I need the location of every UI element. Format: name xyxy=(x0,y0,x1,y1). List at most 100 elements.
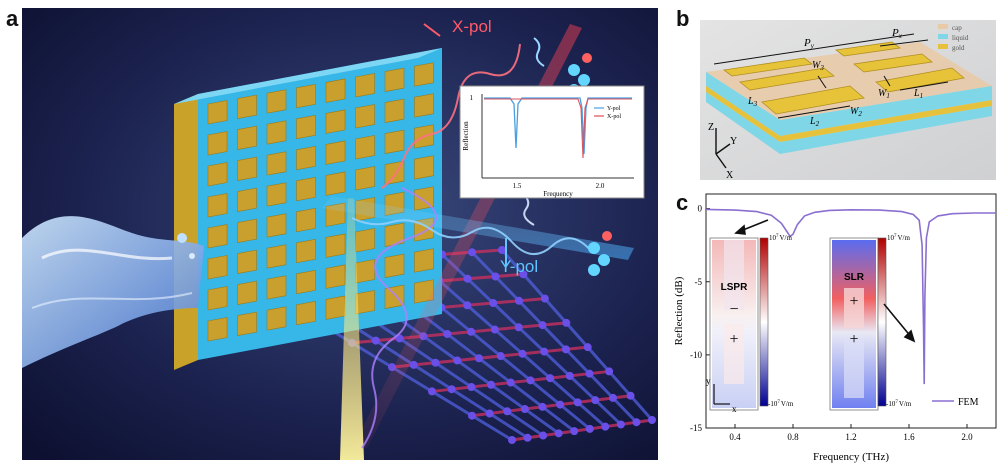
gold-patch xyxy=(414,93,434,118)
lattice-node xyxy=(608,393,617,402)
inset-axis-y: y xyxy=(706,376,711,386)
inset-ypol-curve xyxy=(484,97,632,155)
inset-legend-xpol: X-pol xyxy=(607,114,621,120)
lattice-node xyxy=(519,270,528,279)
gold-patch xyxy=(207,255,228,280)
lspr-colorbar-min: -107V/m xyxy=(768,400,794,408)
dna-icon xyxy=(533,37,545,67)
y-tick-label: -10 xyxy=(690,350,702,360)
gold-patch xyxy=(266,306,287,331)
lattice-node xyxy=(539,431,548,440)
incident-beam xyxy=(340,198,364,460)
gold-patch xyxy=(237,249,257,274)
axis-x-label: X xyxy=(726,170,734,180)
slr-field-inset: SLR + + 107V/m -107V/m xyxy=(829,234,912,411)
lattice-node xyxy=(496,352,505,361)
slr-label: SLR xyxy=(844,272,865,283)
molecule-icon-2 xyxy=(588,231,612,276)
gold-patch xyxy=(266,213,287,238)
panel-a-illustration: X-pol Y-pol 1 1.5 2.0 Frequency Reflecti… xyxy=(22,8,658,460)
lattice-node xyxy=(648,416,656,424)
lattice-node xyxy=(503,407,512,416)
gold-patch xyxy=(384,67,405,92)
gold-patch xyxy=(325,78,346,103)
lattice-node xyxy=(585,424,594,433)
lattice-node xyxy=(605,367,614,376)
lattice-node xyxy=(562,318,571,327)
lattice-node xyxy=(523,433,532,442)
gold-patch xyxy=(237,187,257,212)
slr-colorbar xyxy=(877,237,887,407)
lattice-node xyxy=(467,327,476,336)
lattice-node xyxy=(468,411,476,420)
lspr-colorbar-max: 107V/m xyxy=(769,234,793,242)
lattice-node xyxy=(538,402,547,411)
dim-w1: W1 xyxy=(878,88,890,100)
lattice-node xyxy=(514,323,523,332)
lattice-node xyxy=(409,360,418,369)
panel-b-unit-cell: Py Px W3 W1 W2 L1 L2 L3 cap liquid gold … xyxy=(700,20,996,181)
panel-label-c: c xyxy=(676,190,689,215)
annotation-arrows xyxy=(734,219,916,343)
x-tick-label: 1.2 xyxy=(845,432,856,442)
lattice-node xyxy=(585,369,594,378)
inset-xpol-curve xyxy=(484,98,632,159)
reflection-spectrum-inset: 1 1.5 2.0 Frequency Reflection Y-pol X-p… xyxy=(459,85,645,199)
inset-legend-ypol: Y-pol xyxy=(607,106,621,112)
inset-xtick-2: 2.0 xyxy=(596,182,605,190)
lattice-node xyxy=(443,329,452,338)
lattice-node xyxy=(463,301,472,310)
gold-patch xyxy=(237,280,257,305)
lattice-node xyxy=(616,420,625,429)
axis-y-label: Y xyxy=(730,136,737,147)
liquid-splash-illustration xyxy=(22,216,204,368)
lattice-node xyxy=(520,405,529,414)
panel-label-b: b xyxy=(676,6,690,31)
lattice-node xyxy=(518,349,527,358)
gold-patch xyxy=(296,176,316,202)
lattice-node xyxy=(632,418,641,427)
inset-ylabel: Reflection xyxy=(462,121,470,151)
lattice-node xyxy=(491,272,500,281)
chart-ylabel: Reflection (dB) xyxy=(673,276,685,345)
lattice-node xyxy=(428,387,436,396)
gold-patch xyxy=(296,269,316,295)
gold-patch xyxy=(266,244,287,269)
gold-patch xyxy=(325,233,346,258)
gold-patch xyxy=(414,248,434,273)
dim-l1: L1 xyxy=(913,88,923,100)
gold-patch xyxy=(355,104,375,129)
gold-patch xyxy=(266,182,287,207)
gold-patch xyxy=(355,135,375,160)
dim-w3: W3 xyxy=(812,60,824,72)
lspr-minus-sign: − xyxy=(729,301,738,318)
unit-cell-schematic: Py Px W3 W1 W2 L1 L2 L3 cap liquid gold … xyxy=(700,20,996,181)
inset-xlabel: Frequency xyxy=(543,190,573,198)
gold-patch xyxy=(266,89,287,114)
chart-xlabel: Frequency (THz) xyxy=(813,451,889,463)
dim-l3: L3 xyxy=(747,96,758,108)
dim-px: Px xyxy=(891,27,903,40)
x-tick-label: 0.4 xyxy=(729,432,741,442)
lattice-node xyxy=(554,429,563,438)
reflection-chart: 0.4 0.8 1.2 1.6 2.0 0 -5 -10 -15 Frequency (THz)… xyxy=(673,193,997,463)
gold-patch xyxy=(414,62,434,87)
lattice-node xyxy=(583,343,592,352)
panel-label-a: a xyxy=(6,6,19,31)
gold-patch xyxy=(384,98,405,123)
gold-patch xyxy=(414,155,434,180)
lattice-node xyxy=(487,380,496,389)
gold-patch xyxy=(355,166,375,191)
lattice-node xyxy=(573,398,582,407)
lattice-node xyxy=(447,385,456,394)
gold-patch xyxy=(325,171,346,196)
lattice-node xyxy=(626,391,635,400)
lattice-node xyxy=(431,358,440,367)
lattice-node xyxy=(453,356,462,365)
dim-py: Py xyxy=(803,37,815,50)
legend-fem-label: FEM xyxy=(958,397,979,408)
gold-patch xyxy=(384,253,405,278)
lattice-node xyxy=(498,246,506,254)
gold-patch xyxy=(237,125,257,150)
slr-plus-sign-2: + xyxy=(849,331,858,348)
